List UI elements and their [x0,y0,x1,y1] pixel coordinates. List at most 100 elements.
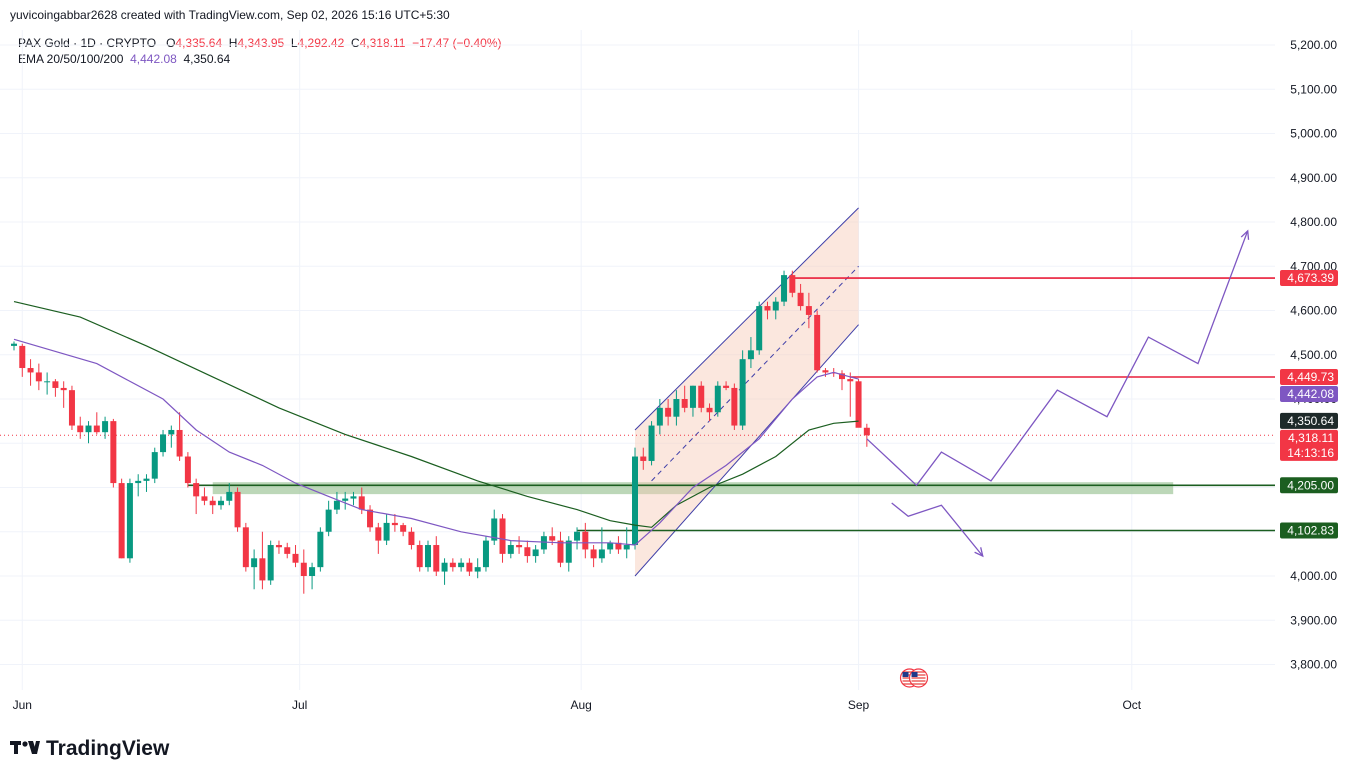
candle [615,536,622,554]
candle-body [408,531,415,546]
candle-body [839,373,845,380]
candle-body [590,549,597,559]
candle [797,283,804,311]
candle-body [300,562,307,576]
candle-body [93,425,100,433]
candle-body [781,275,788,302]
candle-body [400,525,407,532]
candle [193,478,200,515]
candle [300,549,307,594]
candle [242,522,249,572]
candle-body [814,314,821,371]
candle-body [325,509,332,532]
candle [234,487,241,532]
candle-body [764,306,771,311]
channel-lower-line [634,324,859,577]
candle [516,536,523,554]
candle-body [259,558,266,581]
y-tick-label: 4,900.00 [1290,171,1337,185]
candle [723,381,730,391]
ema-label[interactable]: EMA 20/50/100/200 [18,52,124,66]
candle-body [574,531,581,541]
candle [218,496,224,510]
candle-body [391,522,398,526]
candle-body [160,434,167,453]
ohlc-row[interactable]: PAX Gold · 1D · CRYPTO O4,335.64 H4,343.… [18,35,502,51]
candle-body [284,547,291,554]
price-label-box [1280,270,1338,287]
projection-up-path [866,230,1249,487]
candle [532,545,539,563]
candle-body [367,509,374,528]
candle-body [226,491,233,501]
candle [11,341,17,351]
candle-body [218,500,224,506]
candle-body [102,421,109,433]
candle-body [681,399,688,408]
candle-body [540,536,547,550]
candle [317,527,324,572]
candle [855,379,862,428]
candle [764,301,771,320]
candle-body [673,399,680,417]
candle [466,558,473,576]
candle-body [789,275,796,293]
y-tick-label: 5,100.00 [1290,82,1337,96]
price-label-resistance: 4,449.73 [1280,368,1338,385]
candle [772,297,779,320]
symbol-title[interactable]: PAX Gold · 1D · CRYPTO [18,36,157,50]
candle-body [375,527,382,541]
price-labels: 4,673.394,449.734,442.084,350.644,318.11… [1280,270,1338,539]
candle-body [292,553,299,563]
candle [160,429,167,457]
indicator-lines [13,229,1250,558]
candle [805,292,812,329]
candle-body [52,381,59,388]
y-tick-label: 5,000.00 [1290,127,1337,141]
candle [814,310,821,373]
candle [184,452,191,488]
candle [582,522,589,559]
candle [342,491,349,510]
candle-body [499,518,506,554]
high-value: 4,343.95 [237,36,285,50]
candle-body [756,306,763,351]
candle-body [797,292,804,307]
price-label-support: 4,205.00 [1280,477,1338,494]
candle [44,372,51,395]
x-tick-label: Jul [292,698,307,712]
candle [126,478,133,563]
candle [118,478,125,559]
candle [747,337,754,369]
price-label-text: 4,350.64 [1287,414,1334,428]
y-tick-label: 4,700.00 [1290,259,1337,273]
candle [640,447,647,470]
candle [574,527,581,550]
candle-body [193,483,200,497]
price-label-text: 4,318.11 [1288,431,1334,445]
candle [333,491,340,515]
x-tick-label: Oct [1122,698,1141,712]
candle-body [27,368,34,373]
price-label-ema20: 4,442.08 [1280,385,1338,402]
ema50-line [13,301,859,528]
candle-body [342,498,349,501]
price-label-text: 4,102.83 [1287,523,1334,537]
chart-grid [0,30,1275,690]
candle [665,399,672,426]
ema-row[interactable]: EMA 20/50/100/200 4,442.08 4,350.64 [18,51,502,67]
tradingview-brand[interactable]: TradingView [10,737,169,761]
candle-body [416,545,423,568]
candle-body [491,518,498,541]
candle [632,447,638,550]
candle [391,514,398,532]
candle-body [433,545,440,572]
candle [60,381,67,408]
candle-body [632,456,638,546]
candle [499,514,506,563]
candle-body [516,545,523,548]
candle-body [44,381,51,383]
low-value: 4,292.42 [297,36,345,50]
chart-legend: PAX Gold · 1D · CRYPTO O4,335.64 H4,343.… [18,35,502,67]
